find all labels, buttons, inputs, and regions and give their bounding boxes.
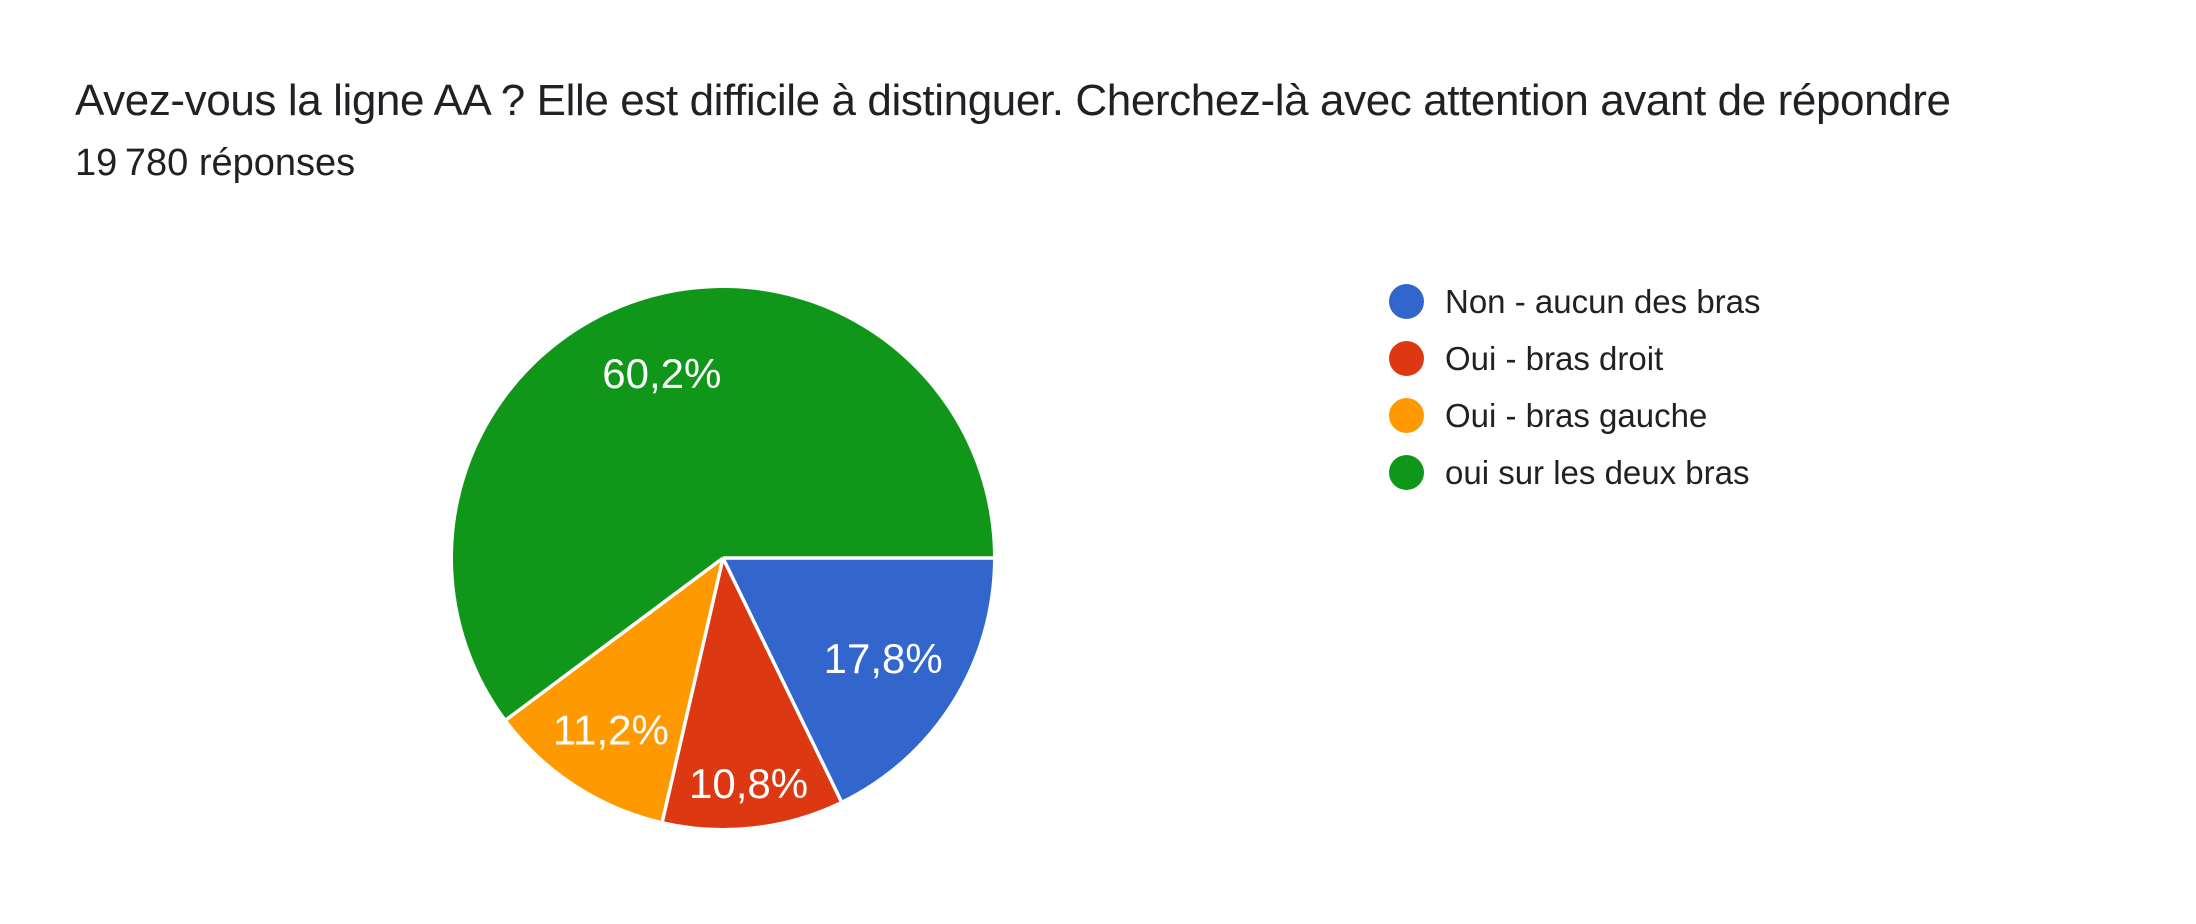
legend-label: oui sur les deux bras: [1445, 453, 1750, 491]
pie-slice-label: 10,8%: [689, 760, 808, 807]
legend: Non - aucun des bras Oui - bras droit Oui …: [1389, 282, 1761, 512]
legend-item-oui-sur-les-deux-bras: oui sur les deux bras: [1389, 453, 1761, 491]
legend-swatch: [1389, 398, 1424, 433]
question-title: Avez-vous la ligne AA ? Elle est diffici…: [75, 76, 1951, 125]
legend-item-oui-bras-droit: Oui - bras droit: [1389, 339, 1761, 377]
pie-slice-label: 11,2%: [553, 706, 669, 753]
slice-separator: [721, 557, 843, 802]
slice-separator: [505, 556, 725, 721]
response-count: 19 780 réponses: [75, 142, 356, 184]
legend-item-non-aucun-des-bras: Non - aucun des bras: [1389, 282, 1761, 320]
pie-slice-non-aucun-des-bras[interactable]: [723, 558, 993, 801]
legend-swatch: [1389, 341, 1424, 376]
pie-slice-oui-bras-gauche[interactable]: [506, 558, 723, 822]
pie-slice-label: 17,8%: [824, 635, 943, 682]
legend-label: Oui - bras gauche: [1445, 396, 1708, 434]
legend-swatch: [1389, 455, 1424, 490]
pie-slice-label: 60,2%: [602, 350, 721, 397]
legend-swatch: [1389, 284, 1424, 319]
legend-item-oui-bras-gauche: Oui - bras gauche: [1389, 396, 1761, 434]
pie-slice-oui-sur-les-deux-bras[interactable]: [452, 287, 993, 720]
slice-separator: [660, 557, 725, 822]
legend-label: Oui - bras droit: [1445, 339, 1664, 377]
pie-slice-oui-bras-droit[interactable]: [662, 558, 842, 828]
pie-chart: 17,8% 10,8% 11,2% 60,2%: [452, 287, 993, 828]
legend-label: Non - aucun des bras: [1445, 282, 1761, 320]
